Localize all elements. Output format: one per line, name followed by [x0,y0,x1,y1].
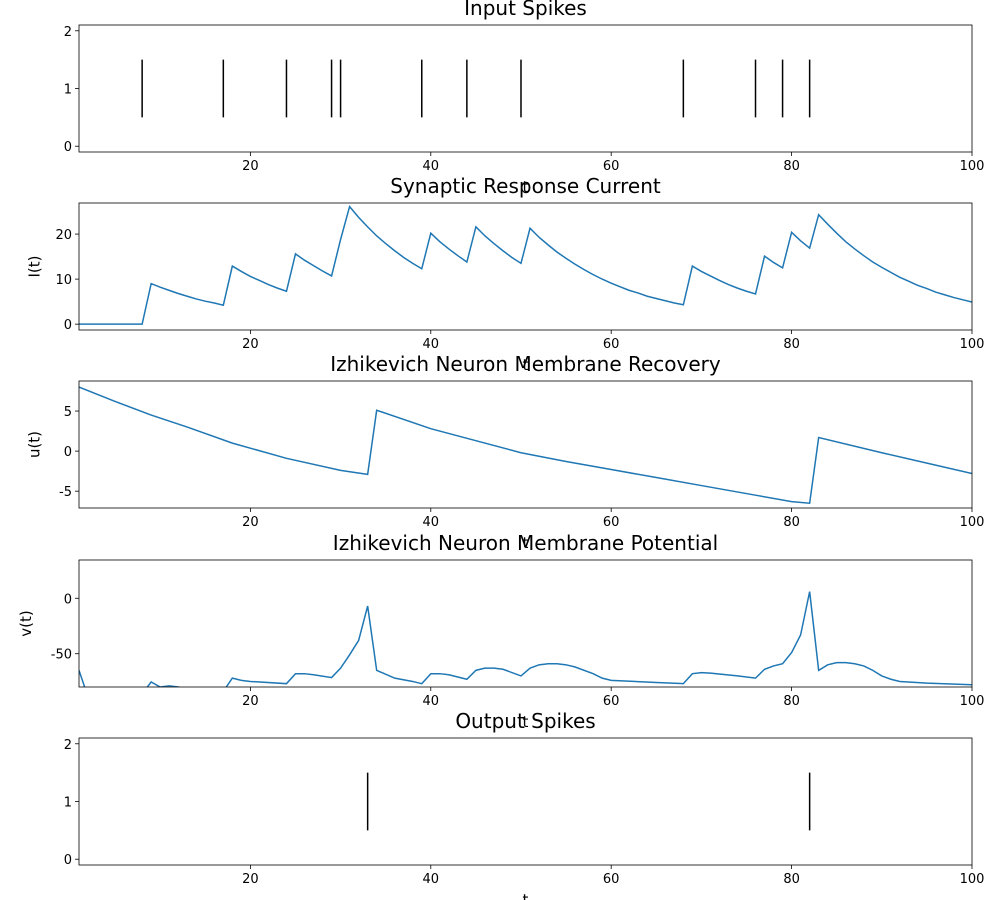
x-tick-label: 80 [783,337,800,352]
x-tick-label: 80 [783,159,800,174]
x-tick-label: 20 [242,515,259,530]
axes-frame [78,202,973,331]
data-line [79,205,972,325]
x-tick-label: 100 [960,872,985,887]
x-tick-label: 60 [603,159,620,174]
x-tick-label: 60 [603,337,620,352]
x-axis-label: t [523,713,529,731]
y-axis-label: u(t) [25,431,43,458]
x-tick-label: 20 [242,337,259,352]
axes-frame [78,380,973,509]
axes-frame [78,737,973,866]
y-axis-label: v(t) [17,610,35,636]
x-tick-label: 80 [783,515,800,530]
x-tick-label: 80 [783,694,800,709]
x-tick-label: 60 [603,872,620,887]
panel-title: Synaptic Response Current [390,174,661,198]
y-tick-label: 0 [64,445,72,460]
panel-title: Izhikevich Neuron Membrane Recovery [330,352,721,376]
y-tick-label: 0 [64,318,72,333]
x-tick-label: 100 [960,694,985,709]
y-tick-label: 2 [64,25,72,40]
x-axis-label: t [523,534,529,552]
y-tick-label: 0 [64,592,72,607]
y-tick-label: 0 [64,853,72,868]
panel-title: Output Spikes [455,709,595,733]
x-tick-label: 40 [423,337,440,352]
x-tick-label: 100 [960,159,985,174]
x-tick-label: 60 [603,694,620,709]
data-line [79,591,972,687]
y-tick-label: 1 [64,796,72,811]
panel-title: Input Spikes [464,0,587,20]
x-tick-label: 20 [242,694,259,709]
y-tick-label: 20 [55,228,72,243]
y-tick-label: 10 [55,273,72,288]
x-tick-label: 100 [960,337,985,352]
y-tick-label: 1 [64,83,72,98]
y-tick-label: 2 [64,738,72,753]
axes-frame [78,559,973,688]
data-line [79,386,972,505]
x-tick-label: 40 [423,694,440,709]
y-tick-label: -5 [59,485,72,500]
x-tick-label: 40 [423,872,440,887]
x-tick-label: 80 [783,872,800,887]
y-tick-label: 0 [64,140,72,155]
x-tick-label: 20 [242,872,259,887]
x-axis-label: t [523,178,529,196]
x-axis-label: t [523,356,529,374]
panel: 20 40 60 80 100 0 1 2 t Input Spikes [64,0,985,196]
y-tick-label: 5 [64,405,72,420]
x-tick-label: 40 [423,159,440,174]
x-tick-label: 40 [423,515,440,530]
x-tick-label: 100 [960,515,985,530]
y-tick-label: -50 [51,648,72,663]
panel-title: Izhikevich Neuron Membrane Potential [333,531,718,555]
x-axis-label: t [523,891,529,900]
y-axis-label: I(t) [25,255,43,277]
axes-frame [78,24,973,153]
x-tick-label: 20 [242,159,259,174]
x-tick-label: 60 [603,515,620,530]
